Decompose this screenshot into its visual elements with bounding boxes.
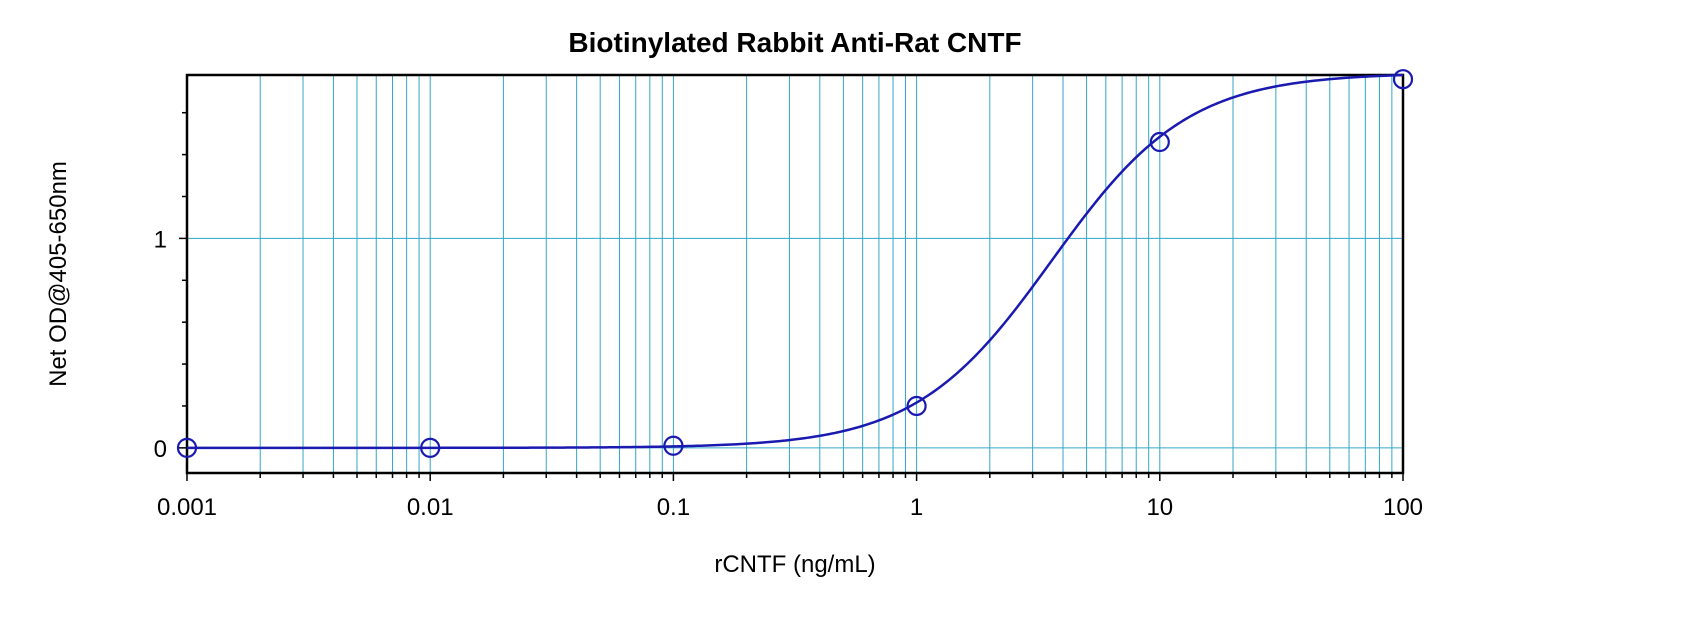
chart-title: Biotinylated Rabbit Anti-Rat CNTF (568, 27, 1021, 58)
x-axis-label: rCNTF (ng/mL) (714, 551, 875, 578)
tick-labels: 0.001 0.01 0.1 1 10 100 0 1 (154, 226, 1423, 521)
x-tick-label: 100 (1383, 494, 1423, 521)
data-point (420, 437, 441, 458)
axes (185, 73, 1405, 475)
y-axis-label: Net OD@405-650nm (45, 161, 72, 387)
x-tick-label: 10 (1146, 494, 1173, 521)
y-tick-label: 1 (154, 226, 167, 253)
x-tick-label: 0.01 (407, 494, 454, 521)
fit-curve (187, 73, 1404, 450)
y-tick-label: 0 (154, 436, 167, 463)
x-tick-label: 0.1 (657, 494, 690, 521)
data-point (176, 437, 198, 458)
fit-curve-layer (187, 73, 1404, 450)
data-points (176, 69, 1414, 458)
plot-frame (185, 73, 1405, 475)
data-point (1392, 69, 1414, 90)
x-tick-label: 0.001 (157, 494, 217, 521)
x-tick-label: 1 (910, 494, 923, 521)
tick-marks (179, 111, 1404, 481)
grid-lines (186, 75, 1404, 473)
data-point (1149, 131, 1170, 153)
data-point (906, 395, 927, 417)
data-point (663, 435, 684, 456)
